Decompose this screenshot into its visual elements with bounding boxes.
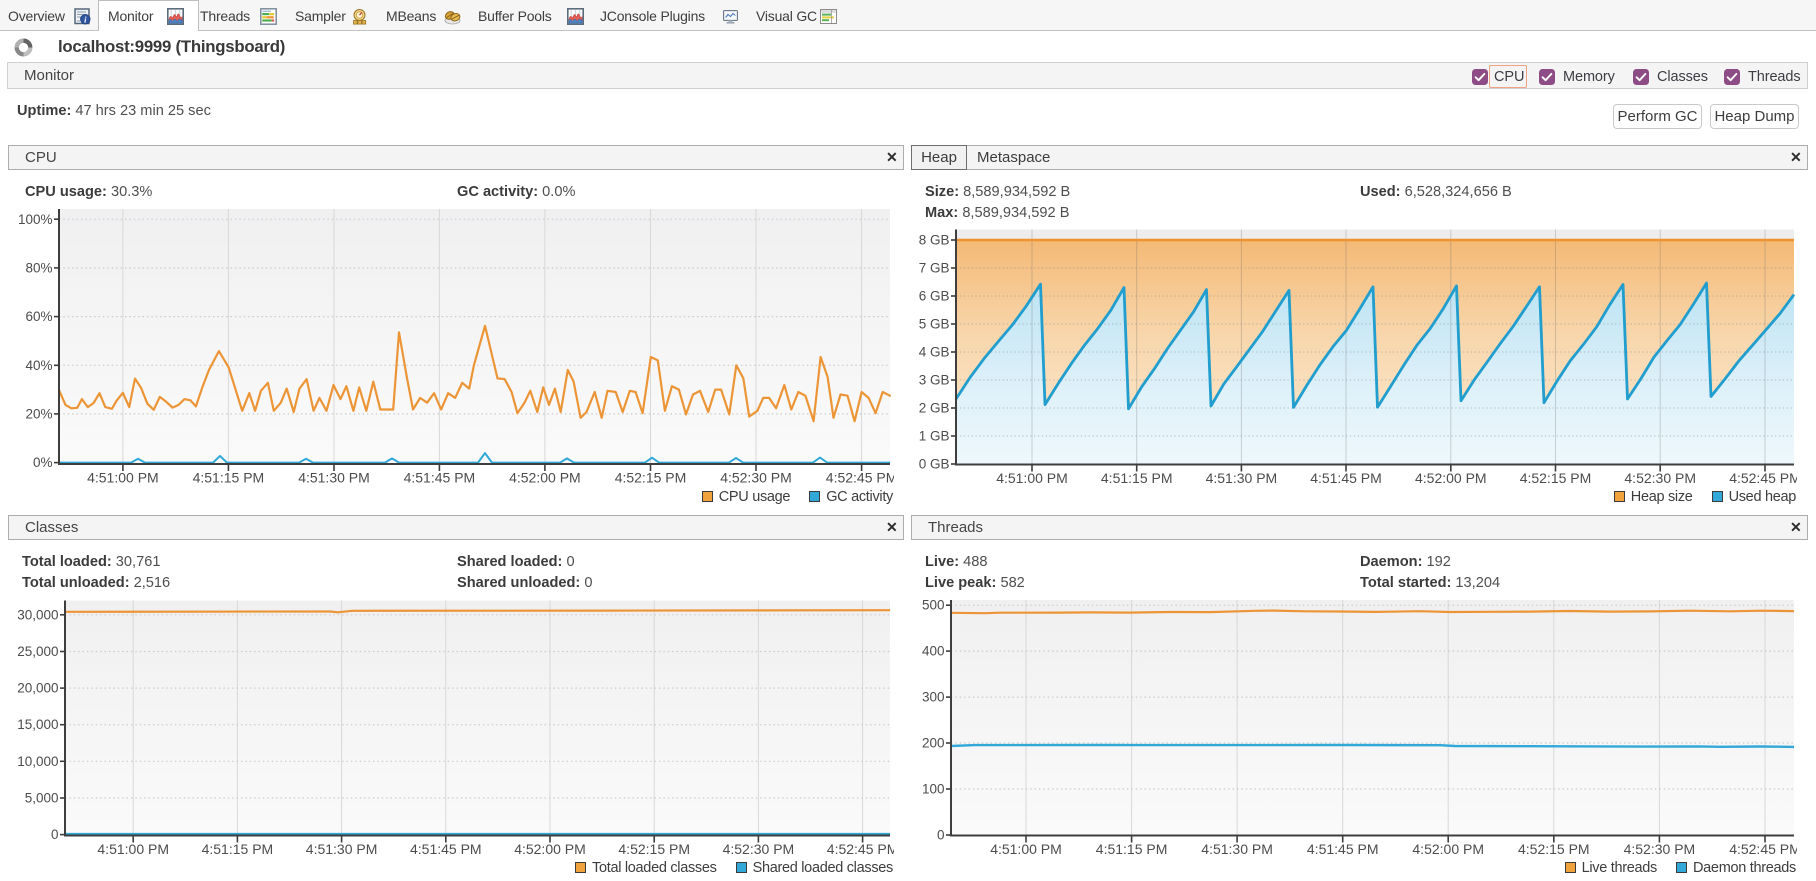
svg-text:100%: 100% (18, 212, 53, 227)
svg-text:4:52:30 PM: 4:52:30 PM (720, 470, 792, 486)
svg-text:0: 0 (937, 828, 945, 843)
svg-text:4:52:15 PM: 4:52:15 PM (1520, 470, 1592, 486)
svg-text:1 GB: 1 GB (919, 429, 950, 444)
svg-text:5,000: 5,000 (25, 791, 59, 806)
svg-text:20,000: 20,000 (17, 681, 58, 696)
svg-text:4:51:30 PM: 4:51:30 PM (306, 841, 378, 857)
svg-text:6 GB: 6 GB (919, 289, 950, 304)
svg-text:0: 0 (51, 827, 59, 842)
svg-text:4:52:45 PM: 4:52:45 PM (827, 841, 894, 857)
svg-text:10,000: 10,000 (17, 754, 58, 769)
svg-text:4:52:45 PM: 4:52:45 PM (1729, 841, 1797, 857)
svg-text:4:51:00 PM: 4:51:00 PM (87, 470, 159, 486)
svg-text:4:52:15 PM: 4:52:15 PM (1518, 841, 1590, 857)
svg-text:4:51:45 PM: 4:51:45 PM (1307, 841, 1379, 857)
svg-text:4:51:15 PM: 4:51:15 PM (193, 470, 265, 486)
svg-text:20%: 20% (25, 406, 52, 421)
svg-text:60%: 60% (25, 309, 52, 324)
svg-text:15,000: 15,000 (17, 717, 58, 732)
svg-text:500: 500 (922, 598, 945, 613)
svg-text:4:51:00 PM: 4:51:00 PM (990, 841, 1062, 857)
svg-text:4:52:00 PM: 4:52:00 PM (1415, 470, 1487, 486)
svg-text:4:51:00 PM: 4:51:00 PM (97, 841, 169, 857)
svg-text:400: 400 (922, 644, 945, 659)
svg-text:4:51:15 PM: 4:51:15 PM (1096, 841, 1168, 857)
svg-text:4:52:30 PM: 4:52:30 PM (723, 841, 795, 857)
svg-text:0 GB: 0 GB (919, 457, 950, 472)
svg-text:4:51:15 PM: 4:51:15 PM (202, 841, 274, 857)
svg-text:i: i (84, 14, 87, 24)
svg-text:25,000: 25,000 (17, 644, 58, 659)
svg-text:4:51:30 PM: 4:51:30 PM (298, 470, 370, 486)
svg-text:8 GB: 8 GB (919, 233, 950, 248)
svg-text:4:52:00 PM: 4:52:00 PM (1412, 841, 1484, 857)
svg-text:4:52:00 PM: 4:52:00 PM (514, 841, 586, 857)
svg-text:4:51:45 PM: 4:51:45 PM (404, 470, 476, 486)
svg-text:4:52:45 PM: 4:52:45 PM (826, 470, 894, 486)
svg-text:300: 300 (922, 690, 945, 705)
svg-text:0%: 0% (33, 455, 53, 470)
svg-text:3 GB: 3 GB (919, 373, 950, 388)
svg-text:4:51:45 PM: 4:51:45 PM (1310, 470, 1382, 486)
svg-text:4:51:00 PM: 4:51:00 PM (996, 470, 1068, 486)
svg-text:4:52:30 PM: 4:52:30 PM (1624, 841, 1696, 857)
svg-text:4 GB: 4 GB (919, 345, 950, 360)
svg-text:4:52:45 PM: 4:52:45 PM (1729, 470, 1797, 486)
svg-text:80%: 80% (25, 260, 52, 275)
svg-text:4:51:30 PM: 4:51:30 PM (1206, 470, 1278, 486)
svg-text:200: 200 (922, 736, 945, 751)
svg-text:4:51:30 PM: 4:51:30 PM (1201, 841, 1273, 857)
svg-text:4:52:00 PM: 4:52:00 PM (509, 470, 581, 486)
svg-text:4:52:15 PM: 4:52:15 PM (615, 470, 687, 486)
svg-text:4:51:15 PM: 4:51:15 PM (1101, 470, 1173, 486)
svg-text:4:52:15 PM: 4:52:15 PM (618, 841, 690, 857)
svg-text:30,000: 30,000 (17, 607, 58, 622)
svg-text:40%: 40% (25, 358, 52, 373)
svg-text:5 GB: 5 GB (919, 317, 950, 332)
svg-text:100: 100 (922, 782, 945, 797)
svg-text:4:52:30 PM: 4:52:30 PM (1624, 470, 1696, 486)
svg-text:7 GB: 7 GB (919, 261, 950, 276)
svg-text:2 GB: 2 GB (919, 401, 950, 416)
svg-text:4:51:45 PM: 4:51:45 PM (410, 841, 482, 857)
